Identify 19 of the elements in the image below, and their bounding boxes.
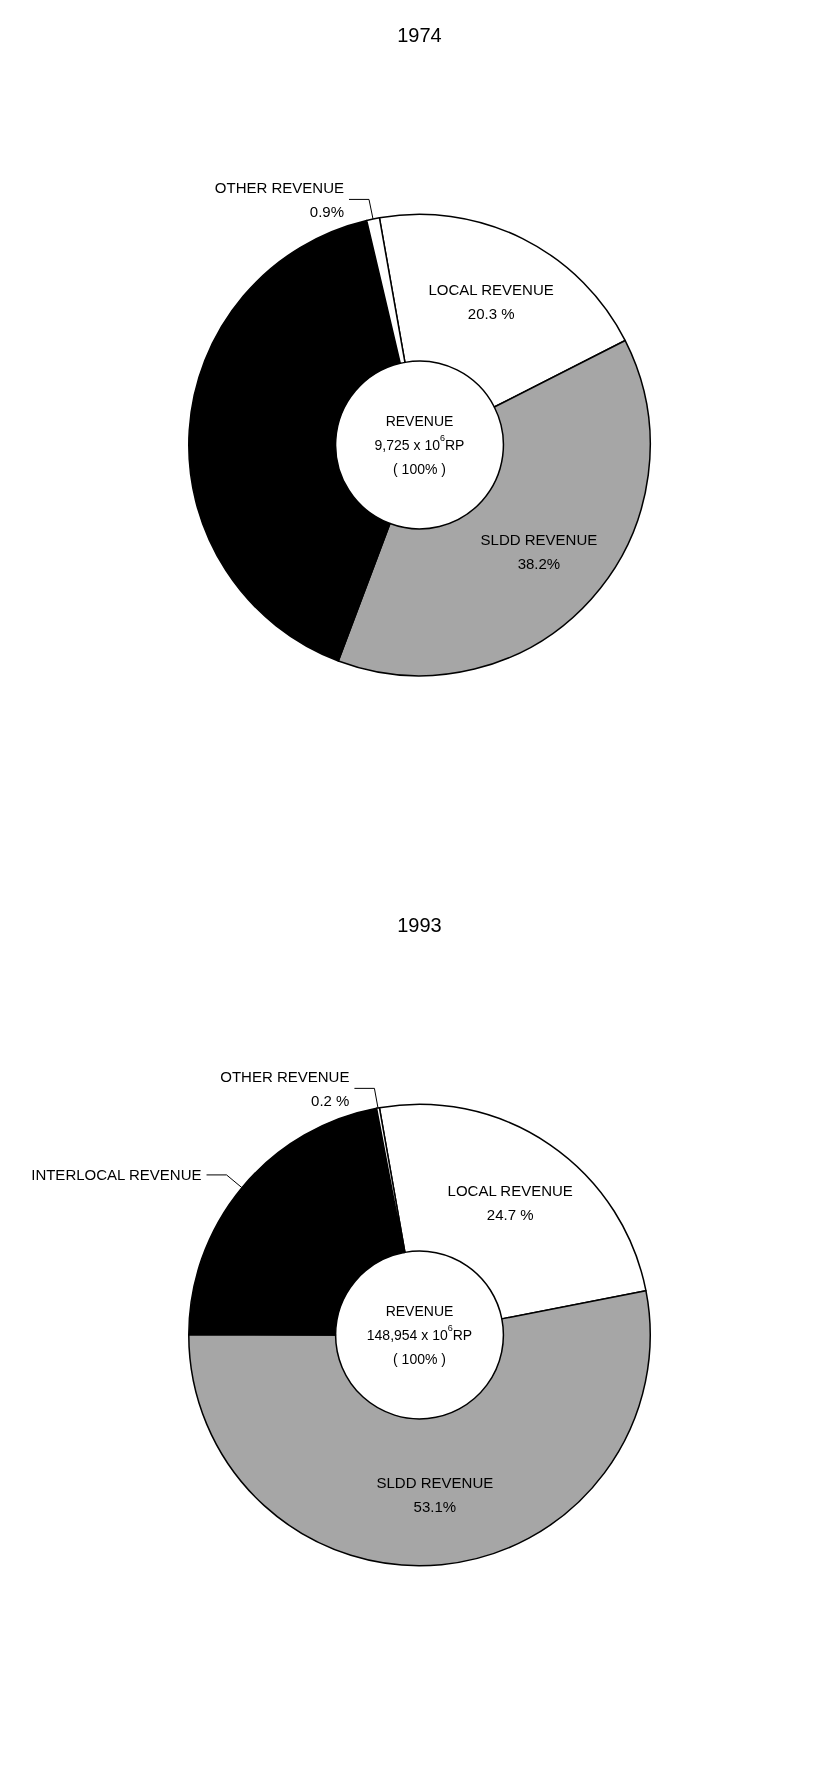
slice-label: INTERLOCAL REVENUE xyxy=(31,1166,202,1184)
text: ( 100% ) xyxy=(393,1351,446,1367)
data-label: 20.3 % xyxy=(467,305,515,323)
slice-label: SLDD REVENUE xyxy=(480,531,598,549)
chart-title: 1993 xyxy=(397,914,442,936)
text: REVENUE xyxy=(385,1303,454,1319)
slice-label: LOCAL REVENUE xyxy=(428,281,554,299)
data-label: 0.2 % xyxy=(311,1091,350,1109)
data-label: 38.2% xyxy=(517,555,561,573)
slice-label: LOCAL REVENUE xyxy=(447,1182,573,1200)
text: ( 100% ) xyxy=(393,461,446,477)
slice-label: OTHER REVENUE xyxy=(220,1067,350,1085)
text: REVENUE xyxy=(385,413,454,429)
slice-label: OTHER REVENUE xyxy=(214,178,344,196)
chart-title: 1974 xyxy=(397,24,442,46)
data-label: 53.1% xyxy=(413,1498,457,1516)
data-label: 24.7 % xyxy=(486,1206,534,1224)
slice-label: SLDD REVENUE xyxy=(376,1474,494,1492)
data-label: 0.9% xyxy=(309,202,344,220)
